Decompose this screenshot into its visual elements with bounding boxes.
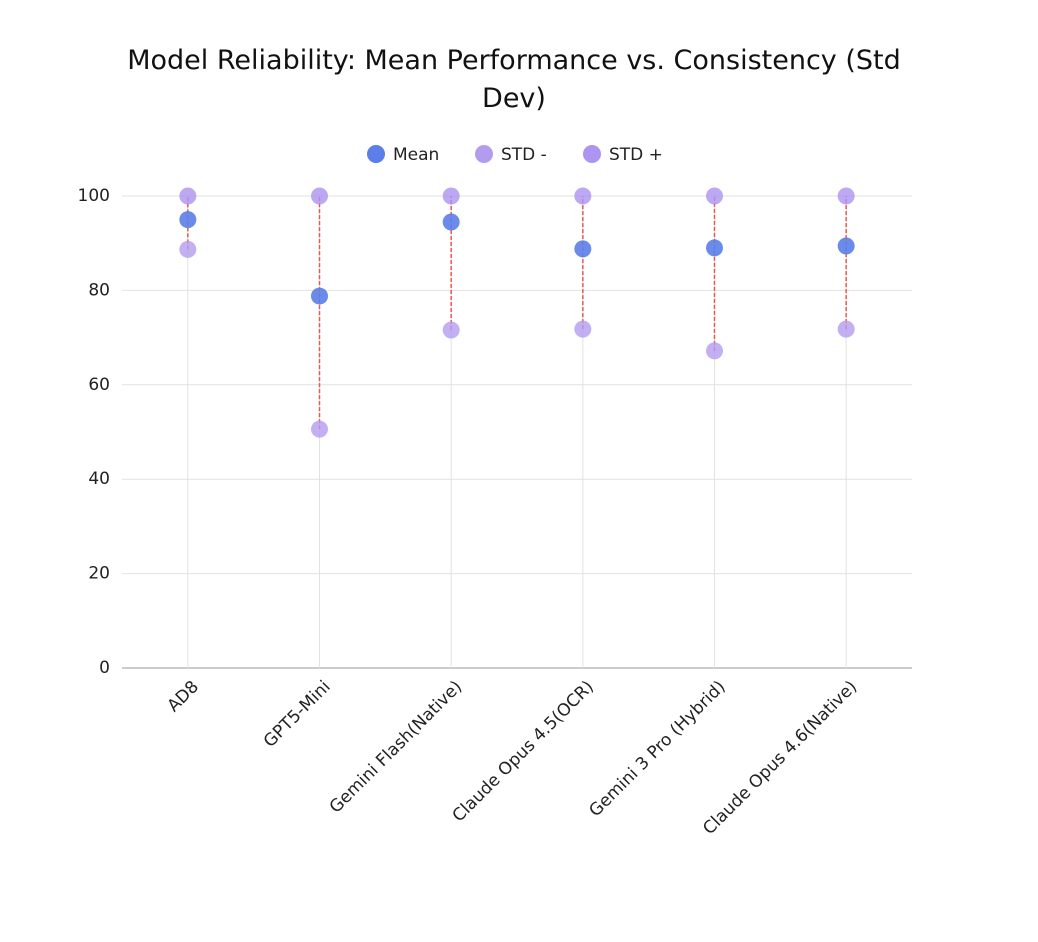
dot (311, 287, 328, 305)
dot (311, 420, 328, 438)
dot (179, 187, 197, 205)
y-tick-label: 60 (88, 375, 110, 395)
x-tick-label: GPT5-Mini (260, 677, 335, 752)
x-tick-label: Claude Opus 4.6(Native) (699, 677, 861, 839)
legend-marker (583, 145, 601, 163)
legend-label: STD - (501, 145, 547, 165)
dot (574, 240, 592, 258)
y-tick-label: 40 (88, 469, 110, 489)
dot (311, 187, 328, 205)
dot (442, 213, 460, 231)
legend-label: STD + (609, 145, 663, 165)
dot (442, 187, 460, 205)
x-tick-label: Gemini Flash(Native) (326, 677, 466, 817)
dot (706, 239, 723, 257)
chart-title: Model Reliability: Mean Performance vs. … (127, 45, 901, 114)
legend-marker (475, 145, 493, 163)
dot (837, 187, 855, 205)
dot (179, 211, 197, 229)
legend-label: Mean (393, 145, 439, 165)
dot (179, 240, 197, 258)
dot (837, 237, 855, 255)
x-tick-label: Claude Opus 4.5(OCR) (449, 677, 598, 826)
x-tick-label: Gemini 3 Pro (Hybrid) (585, 677, 729, 821)
dot (706, 342, 723, 360)
y-tick-label: 100 (78, 186, 110, 206)
x-tick-label: AD8 (164, 677, 203, 716)
y-tick-label: 0 (99, 658, 110, 678)
dot (574, 187, 592, 205)
dot (574, 320, 592, 338)
y-tick-label: 80 (88, 280, 110, 300)
dot (837, 320, 855, 338)
dot (706, 187, 723, 205)
y-tick-label: 20 (88, 564, 110, 584)
dot (442, 321, 460, 339)
legend-marker (367, 145, 385, 163)
